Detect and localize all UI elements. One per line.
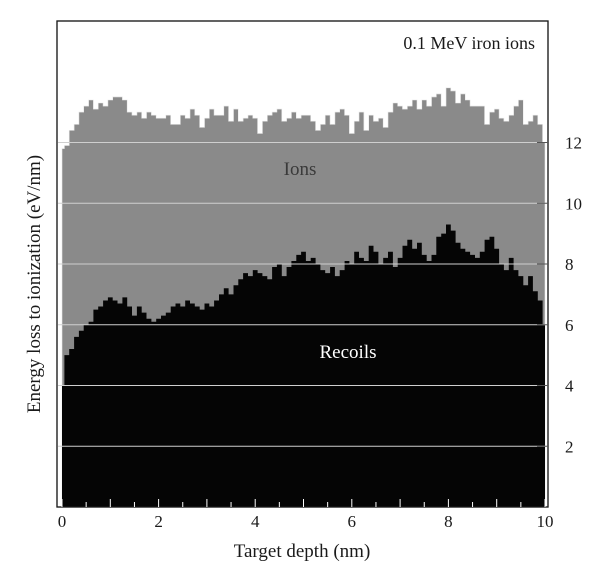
y-tick-label-6: 6 — [565, 316, 574, 335]
area-series-recoils — [62, 224, 545, 507]
x-tick-label-4: 4 — [251, 512, 260, 531]
grid-lines — [58, 142, 545, 447]
area-layer — [61, 87, 546, 508]
x-axis-ticks: 0 2 4 6 8 10 — [58, 499, 554, 531]
series-label-ions: Ions — [284, 159, 317, 180]
y-tick-label-2: 2 — [565, 437, 574, 456]
y-tick-label-8: 8 — [565, 255, 574, 274]
chart-title: 0.1 MeV iron ions — [403, 33, 535, 53]
y-tick-label-10: 10 — [565, 194, 582, 213]
series-label-recoils: Recoils — [320, 342, 377, 363]
y-axis-ticks: 2 4 6 8 10 12 — [537, 134, 582, 456]
y-tick-label-4: 4 — [565, 377, 574, 396]
y-tick-label-12: 12 — [565, 134, 582, 153]
x-tick-label-2: 2 — [154, 512, 163, 531]
x-axis-label: Target depth (nm) — [234, 541, 371, 562]
y-axis-label: Energy loss to ionization (eV/nm) — [24, 155, 45, 413]
x-tick-label-0: 0 — [58, 512, 67, 531]
x-tick-label-8: 8 — [444, 512, 453, 531]
x-tick-label-6: 6 — [348, 512, 357, 531]
x-tick-label-10: 10 — [537, 512, 554, 531]
